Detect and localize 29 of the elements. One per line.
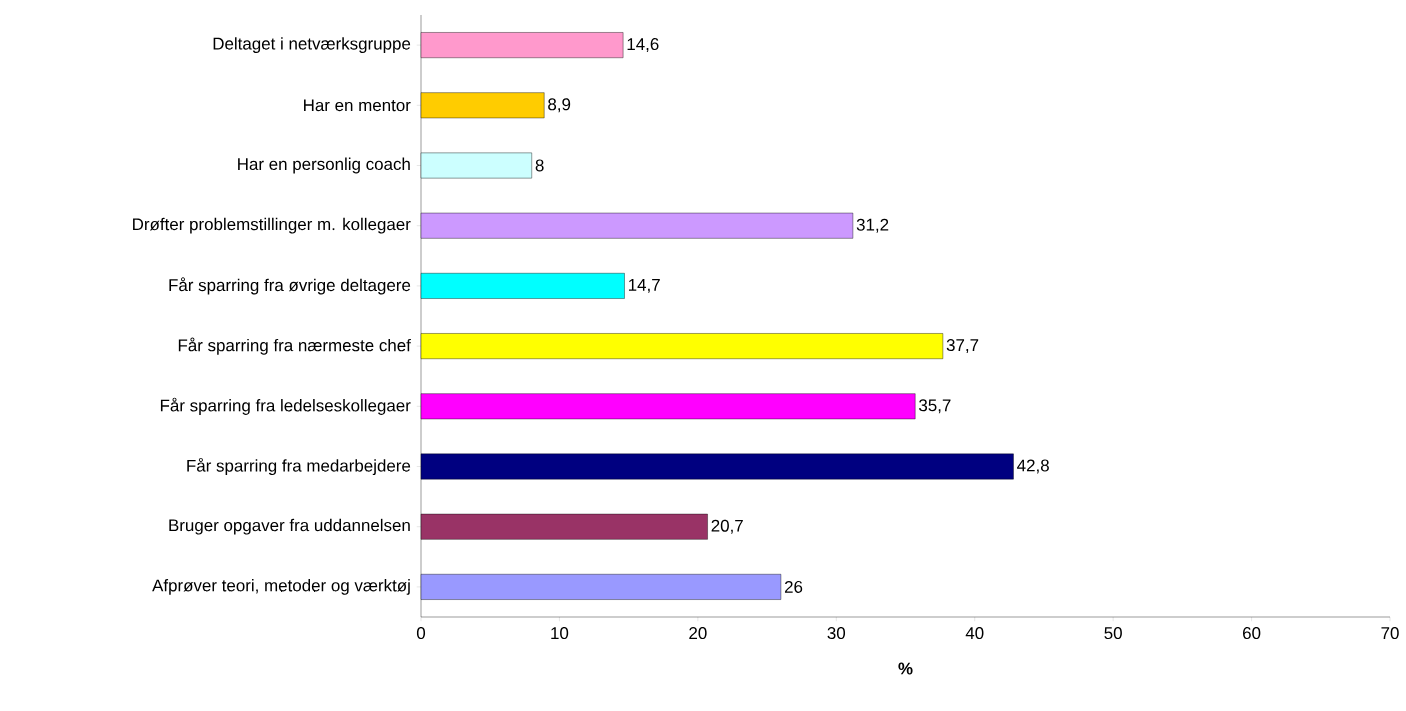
y-tick-label: Får sparring fra nærmeste chef: [178, 337, 411, 355]
y-tick-label: Har en mentor: [304, 99, 411, 112]
y-tick-label: Afprøver teori, metoder og værktøj: [152, 579, 410, 595]
y-tick-label: Har en personlig coach: [238, 157, 410, 174]
data-label: 31,2: [856, 218, 889, 233]
x-tick-label: 30: [827, 627, 846, 640]
data-label: 35,7: [919, 399, 951, 414]
y-tick-label: Bruger opgaver fra uddannelsen: [169, 518, 410, 535]
data-label: 8: [535, 159, 544, 172]
y-tick-label: Deltaget i netværksgruppe: [213, 37, 411, 53]
data-label: 20,7: [711, 519, 743, 534]
data-label: 26: [784, 580, 803, 593]
data-label: 37,7: [946, 339, 979, 354]
x-tick-label: 20: [689, 627, 707, 640]
x-axis-title: %: [898, 662, 913, 675]
data-label: 8,9: [548, 98, 571, 113]
x-tick-label: 70: [1381, 627, 1399, 640]
y-tick-label: Får sparring fra øvrige deltagere: [169, 277, 411, 295]
y-tick-label: Får sparring fra medarbejdere: [187, 457, 411, 476]
x-tick-label: 40: [965, 627, 984, 640]
x-tick-label: 10: [551, 627, 569, 640]
x-tick-label: 60: [1243, 627, 1261, 640]
y-tick-label: Får sparring fra ledelseskollegaer: [160, 397, 411, 415]
data-label: 42,8: [1017, 459, 1049, 474]
x-tick-label: 0: [416, 627, 426, 640]
data-label: 14,6: [627, 38, 659, 53]
x-tick-label: 50: [1104, 627, 1122, 640]
y-tick-label: Drøfter problemstillinger m. kollegaer: [133, 217, 411, 234]
data-label: 14,7: [628, 278, 660, 293]
